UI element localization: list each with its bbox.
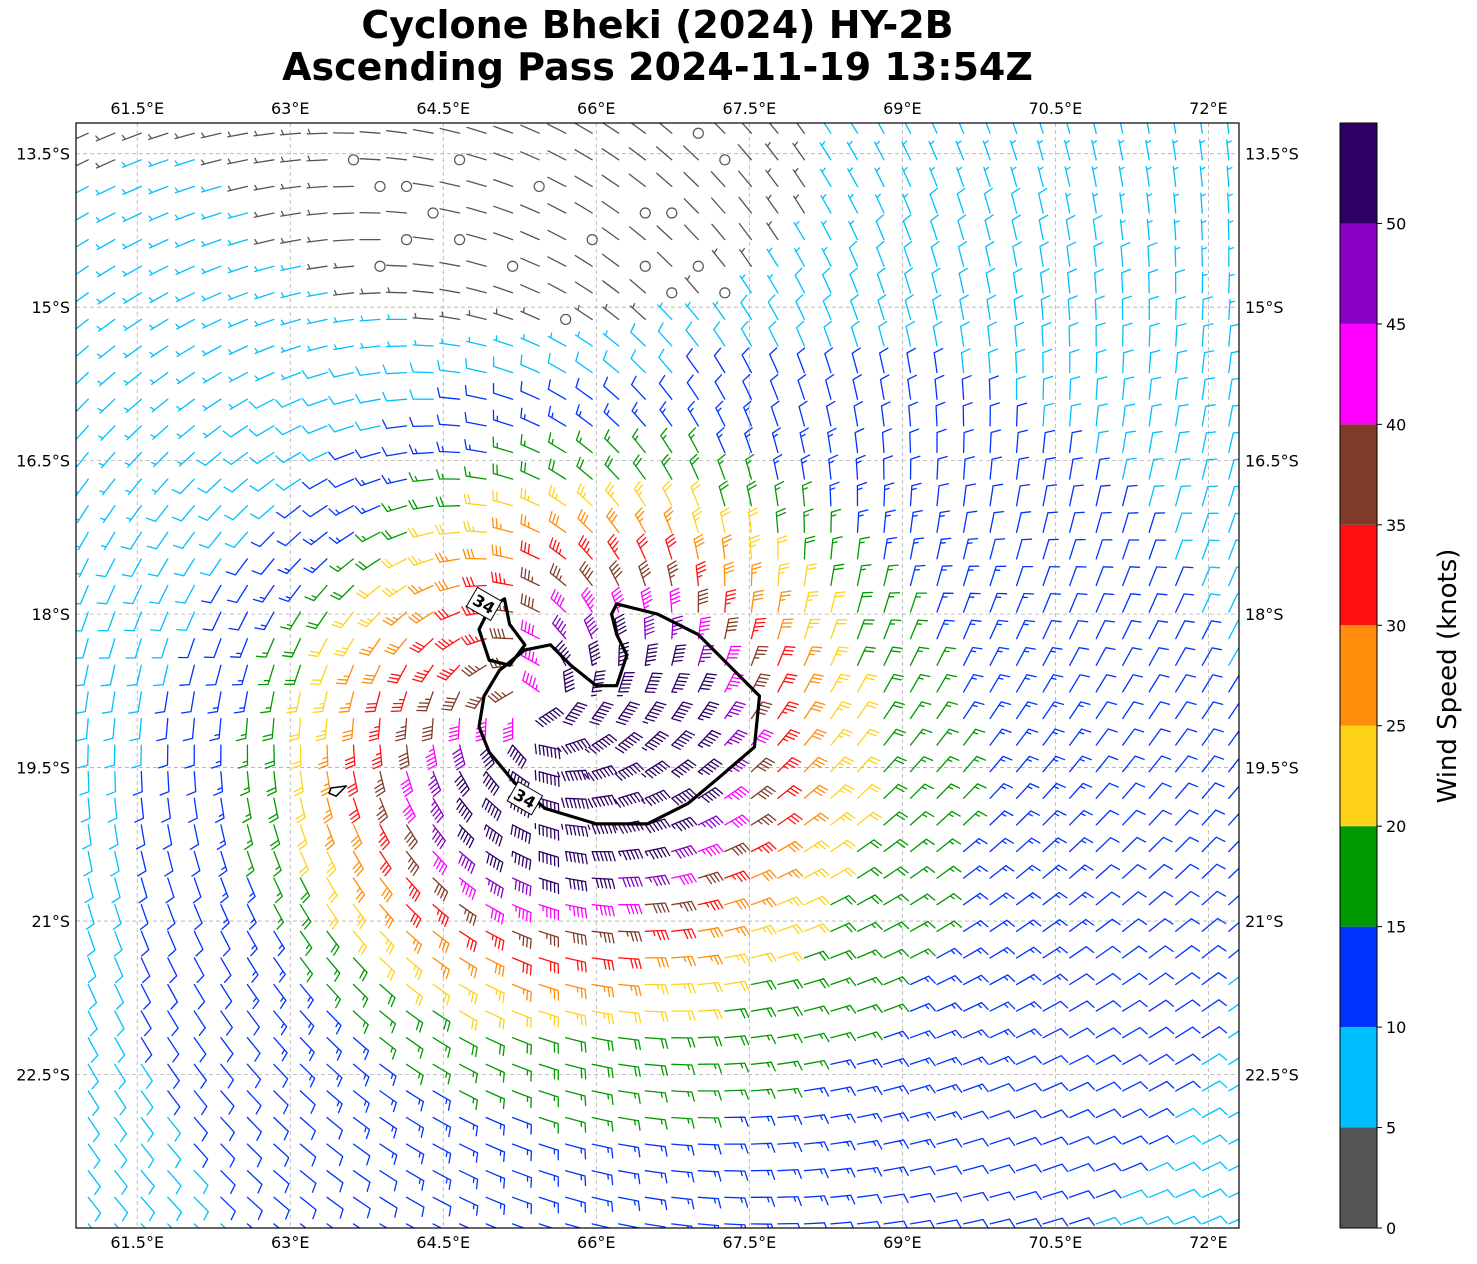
colorbar-bin (1340, 826, 1377, 926)
colorbar-tick-label: 30 (1386, 616, 1406, 635)
colorbar-bin (1340, 625, 1377, 725)
colorbar-bin (1340, 1128, 1377, 1228)
colorbar-bin (1340, 424, 1377, 524)
colorbar-bin (1340, 324, 1377, 424)
colorbar-bin (1340, 223, 1377, 323)
colorbar-bin (1340, 1027, 1377, 1127)
colorbar-bin (1340, 927, 1377, 1027)
colorbar-tick-label: 25 (1386, 717, 1406, 736)
colorbar-bin (1340, 726, 1377, 826)
colorbar-tick-label: 35 (1386, 516, 1406, 535)
colorbar-tick-label: 20 (1386, 817, 1406, 836)
colorbar-bin (1340, 123, 1377, 223)
colorbar-tick-label: 40 (1386, 415, 1406, 434)
colorbar-tick-label: 50 (1386, 214, 1406, 233)
colorbar-tick-label: 0 (1386, 1219, 1396, 1238)
colorbar-tick-label: 10 (1386, 1018, 1406, 1037)
colorbar-tick-label: 15 (1386, 918, 1406, 937)
colorbar-tick-label: 45 (1386, 315, 1406, 334)
colorbar-label-text: Wind Speed (knots) (1433, 549, 1463, 804)
colorbar-bin (1340, 525, 1377, 625)
colorbar-tick-label: 5 (1386, 1119, 1396, 1138)
